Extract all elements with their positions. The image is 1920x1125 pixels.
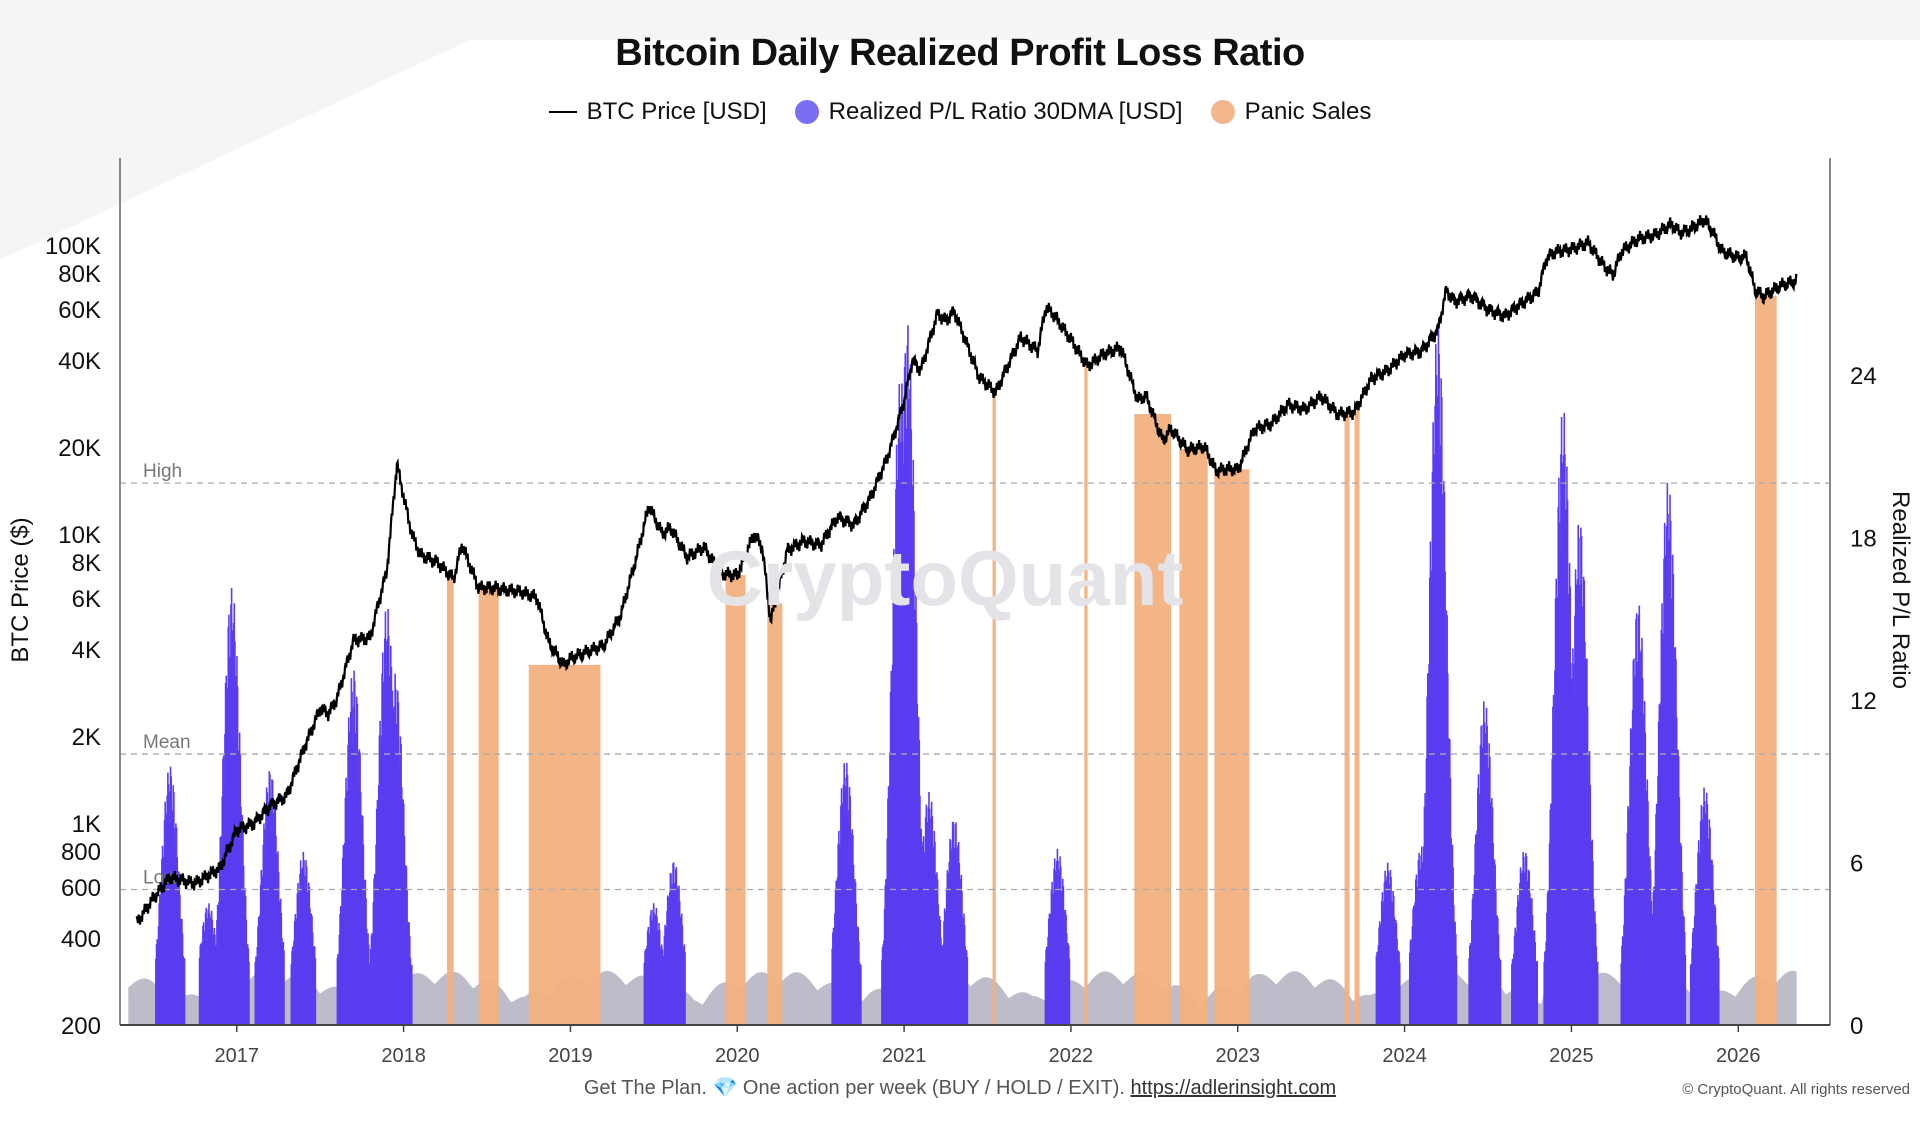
- btc-price-line: [135, 215, 1798, 925]
- btc-price-line-layer: [135, 215, 1798, 925]
- watermark: CryptoQuant: [707, 534, 1184, 622]
- panic-sales-band: [1084, 363, 1088, 1025]
- x-axis-tick-label: 2017: [215, 1045, 260, 1067]
- panic-sales-band: [767, 603, 783, 1025]
- footer-text: Get The Plan. 💎 One action per week (BUY…: [583, 1077, 1125, 1099]
- left-axis-tick-label: 400: [61, 926, 101, 953]
- left-axis-tick-label: 60K: [58, 297, 101, 324]
- panic-sales-band: [528, 664, 601, 1025]
- right-axis-title: Realized P/L Ratio: [1887, 491, 1914, 689]
- legend-label-pl-ratio: Realized P/L Ratio 30DMA [USD]: [828, 98, 1183, 125]
- footer: Get The Plan. 💎 One action per week (BUY…: [0, 1075, 1920, 1100]
- x-axis-tick-label: 2019: [548, 1045, 593, 1067]
- x-axis-tick-label: 2018: [381, 1045, 426, 1067]
- legend-label-panic-sales: Panic Sales: [1244, 98, 1372, 125]
- panic-sales-band: [446, 575, 454, 1025]
- left-axis-tick-label: 10K: [58, 522, 101, 549]
- pl-ratio-bars-layer: [155, 325, 1720, 1025]
- reference-line-label: Mean: [143, 732, 191, 753]
- copyright: © CryptoQuant. All rights reserved: [1682, 1081, 1910, 1098]
- reference-line-label: High: [143, 461, 182, 482]
- dot-legend-icon: [1210, 100, 1235, 124]
- left-axis-tick-label: 2K: [72, 724, 101, 751]
- legend-label-btc-price: BTC Price [USD]: [586, 98, 767, 125]
- left-axis-tick-label: 1K: [72, 811, 101, 838]
- panic-sales-layer: [446, 295, 1777, 1025]
- panic-sales-band: [1179, 449, 1208, 1025]
- chart-title: Bitcoin Daily Realized Profit Loss Ratio: [615, 32, 1305, 74]
- x-axis-tick-label: 2020: [715, 1045, 760, 1067]
- right-axis-tick-label: 24: [1850, 363, 1877, 390]
- x-axis-tick-label: 2026: [1716, 1045, 1761, 1067]
- panic-sales-band: [1134, 414, 1172, 1025]
- line-legend-icon: [548, 111, 577, 113]
- left-axis-tick-label: 80K: [58, 261, 101, 288]
- legend-item-panic-sales[interactable]: Panic Sales: [1210, 98, 1372, 126]
- left-axis-tick-label: 4K: [72, 637, 101, 664]
- x-axis-tick-label: 2024: [1382, 1045, 1427, 1067]
- right-axis-tick-label: 12: [1850, 688, 1877, 715]
- left-axis-title: BTC Price ($): [7, 517, 34, 662]
- left-axis-tick-label: 100K: [45, 233, 101, 260]
- chart-legend: BTC Price [USD] Realized P/L Ratio 30DMA…: [0, 98, 1920, 126]
- left-axis-tick-label: 40K: [58, 348, 101, 375]
- panic-sales-band: [478, 588, 499, 1025]
- right-axis-tick-label: 6: [1850, 850, 1863, 877]
- x-axis-tick-label: 2021: [882, 1045, 927, 1067]
- left-axis-tick-label: 600: [61, 875, 101, 902]
- footer-link[interactable]: https://adlerinsight.com: [1130, 1077, 1337, 1099]
- right-axis-tick-label: 0: [1850, 1013, 1863, 1040]
- x-axis-tick-label: 2022: [1049, 1045, 1094, 1067]
- left-axis-tick-label: 6K: [72, 586, 101, 613]
- left-axis-tick-label: 800: [61, 839, 101, 866]
- panic-sales-band: [992, 390, 996, 1025]
- panic-sales-band: [1214, 469, 1250, 1025]
- panic-sales-band: [1344, 412, 1350, 1025]
- panic-sales-band: [1754, 295, 1777, 1025]
- right-axis-tick-label: 18: [1850, 525, 1877, 552]
- left-axis-tick-label: 8K: [72, 550, 101, 577]
- left-axis-tick-label: 200: [61, 1013, 101, 1040]
- x-axis-tick-label: 2023: [1216, 1045, 1261, 1067]
- legend-item-btc-price[interactable]: BTC Price [USD]: [548, 98, 767, 126]
- legend-item-pl-ratio[interactable]: Realized P/L Ratio 30DMA [USD]: [794, 98, 1183, 126]
- x-axis-tick-label: 2025: [1549, 1045, 1594, 1067]
- dot-legend-icon: [794, 100, 819, 124]
- panic-sales-band: [725, 575, 746, 1025]
- left-axis-tick-label: 20K: [58, 435, 101, 462]
- panic-sales-band: [1354, 406, 1360, 1025]
